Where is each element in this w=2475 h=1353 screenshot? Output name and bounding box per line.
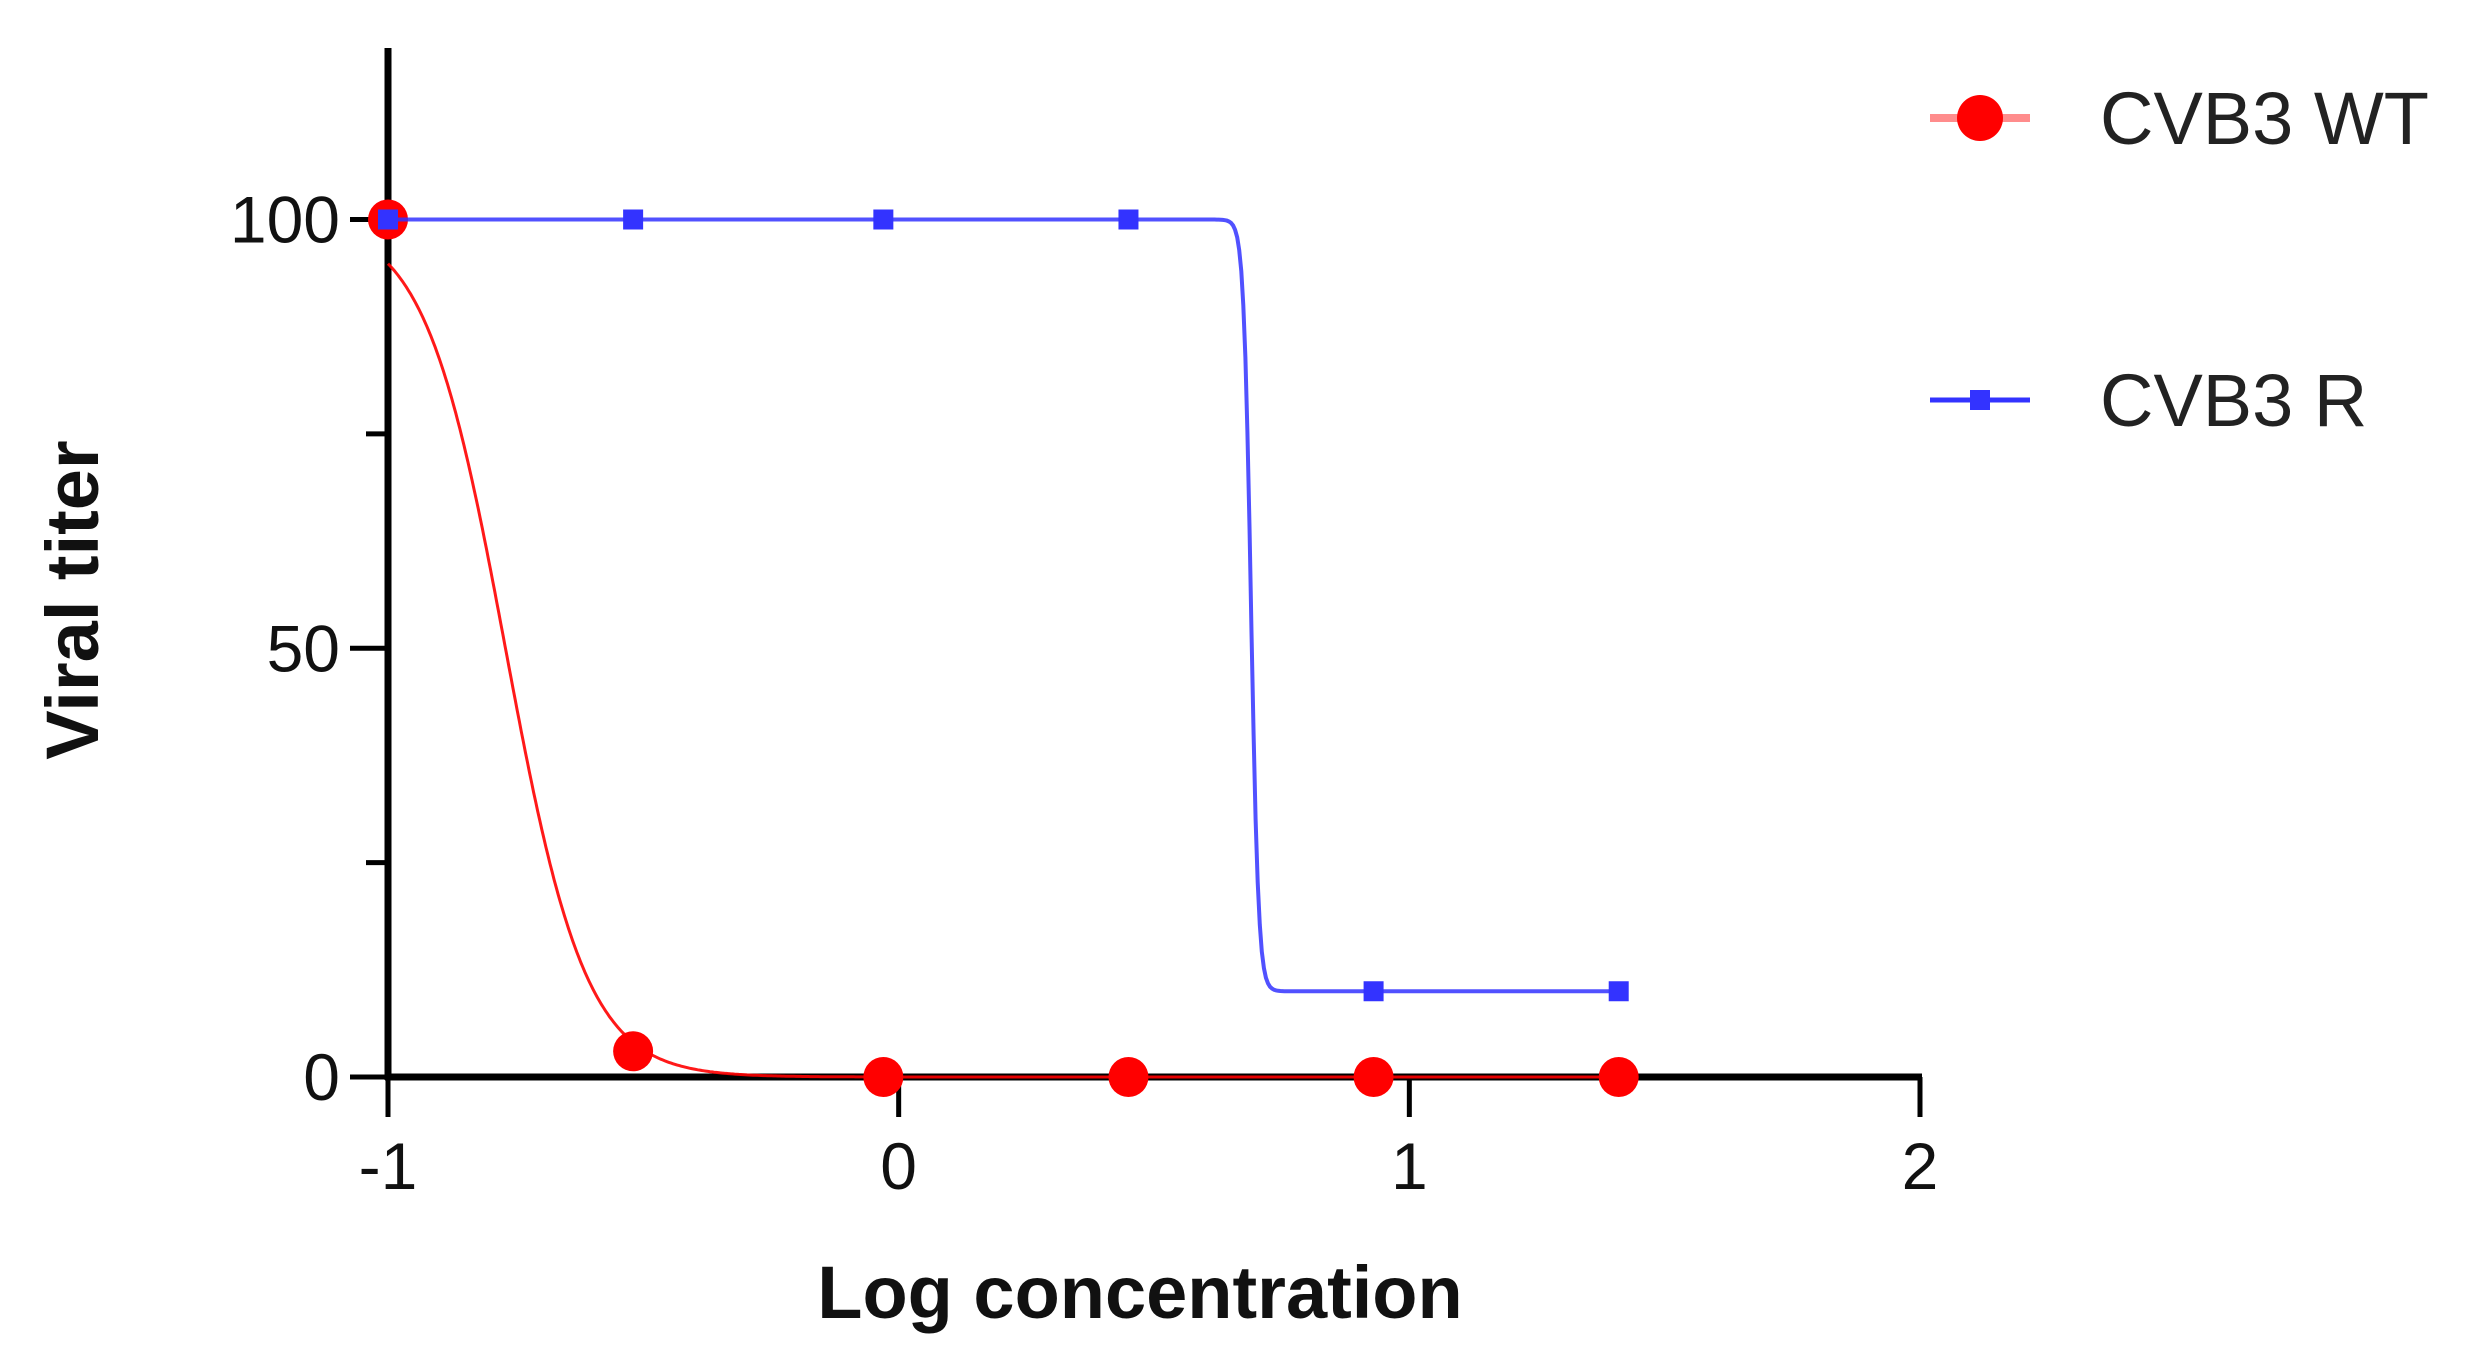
series-line-0 (386, 262, 1619, 1079)
x-tick-label: 0 (880, 1129, 917, 1203)
x-axis-title: Log concentration (817, 1251, 1462, 1334)
data-point-0 (1598, 1057, 1639, 1097)
x-tick-label: 2 (1902, 1129, 1939, 1203)
y-axis-title: Viral titer (31, 440, 114, 759)
data-point-1 (1118, 209, 1139, 230)
y-tick-label: 50 (267, 611, 340, 685)
legend-marker-r (1970, 390, 1990, 410)
y-tick-label: 100 (230, 183, 340, 257)
data-point-0 (1353, 1057, 1394, 1097)
axes: 0 50 100 -1 0 1 2 (230, 48, 1938, 1203)
data-point-1 (1608, 981, 1629, 1002)
data-point-0 (1108, 1057, 1149, 1097)
x-ticks: -1 0 1 2 (359, 1077, 1939, 1203)
y-ticks: 0 50 100 (230, 183, 388, 1114)
data-point-0 (613, 1031, 654, 1072)
legend-entry-wt: CVB3 WT (1930, 77, 2429, 160)
x-tick-label: -1 (359, 1129, 418, 1203)
data-point-1 (1363, 981, 1384, 1002)
data-point-1 (623, 209, 644, 230)
y-tick-label: 0 (303, 1040, 340, 1114)
x-tick-label: 1 (1391, 1129, 1428, 1203)
legend-entry-r: CVB3 R (1930, 359, 2367, 442)
legend-marker-wt (1957, 95, 2003, 141)
series-line-1 (388, 217, 1619, 994)
legend: CVB3 WT CVB3 R (1930, 77, 2429, 442)
data-point-1 (873, 209, 894, 230)
legend-label-wt: CVB3 WT (2100, 77, 2429, 160)
data-point-0 (863, 1057, 904, 1097)
legend-label-r: CVB3 R (2100, 359, 2367, 442)
data-point-1 (378, 209, 398, 230)
series-layer (368, 199, 1639, 1097)
